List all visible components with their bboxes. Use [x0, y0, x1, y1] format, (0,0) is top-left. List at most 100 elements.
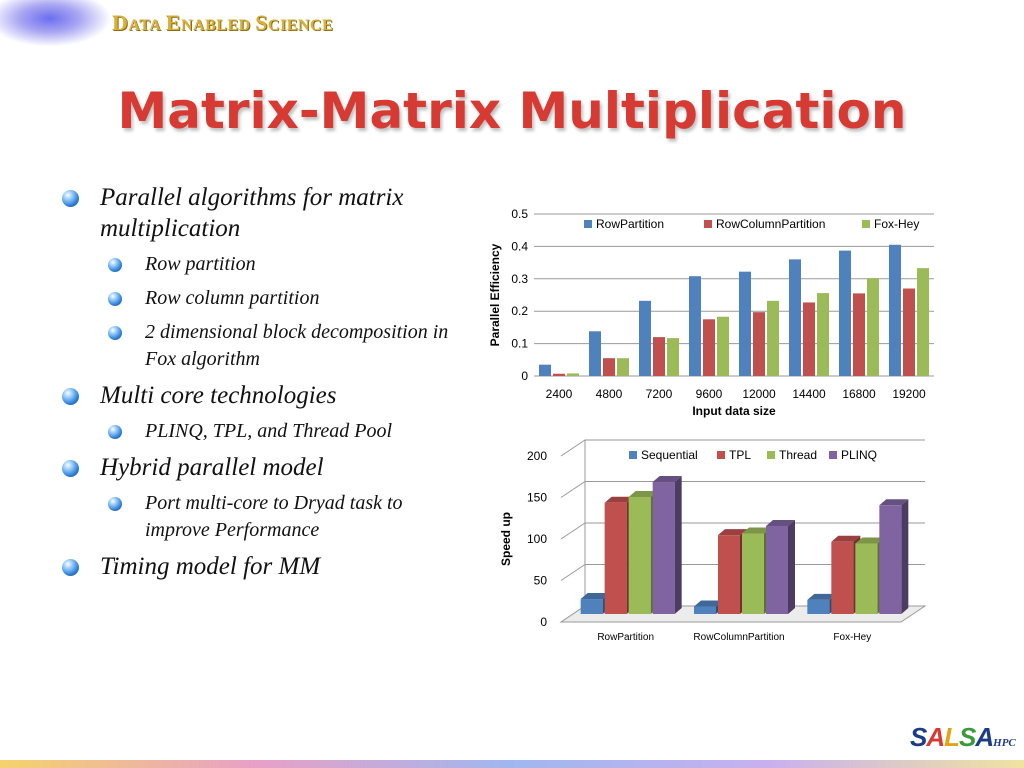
sub-bullet-item: Row column partition — [62, 285, 462, 312]
parallel-efficiency-chart: 0 0.1 0.2 0.3 0.4 0.5 2400 4800 7200 9600 12000 144… — [488, 207, 934, 418]
bullet-icon — [108, 258, 122, 272]
gridline — [560, 439, 925, 457]
bar-top — [694, 600, 723, 607]
brand-word-2: ENABLED — [165, 10, 251, 35]
x-tick-label: 7200 — [646, 387, 673, 401]
bar-side — [901, 499, 909, 614]
y-axis-title: Speed up — [499, 512, 513, 566]
bullet-text: Port multi-core to Dryad task to improve… — [145, 492, 403, 541]
bar — [767, 300, 779, 376]
bar-front — [855, 543, 878, 614]
bar-top — [807, 593, 837, 600]
y-tick-label: 150 — [527, 491, 547, 505]
salsa-hpc-logo: SALSAHPC — [910, 722, 1016, 753]
bar — [717, 316, 729, 376]
bullet-text: Parallel algorithms for matrix multiplic… — [100, 184, 404, 242]
x-axis-title: Input data size — [692, 404, 776, 418]
x-tick-label: 4800 — [596, 387, 623, 401]
bullet-icon — [62, 388, 79, 405]
bar-top — [879, 499, 909, 506]
bar-front — [879, 505, 902, 614]
bullet-item: Timing model for MM — [62, 551, 462, 582]
y-tick-label: 0.3 — [511, 272, 528, 286]
bullet-text: Timing model for MM — [100, 553, 321, 580]
bullet-icon — [108, 292, 122, 306]
legend-swatch — [717, 451, 725, 459]
y-tick-label: 100 — [527, 532, 547, 546]
bar — [652, 476, 682, 614]
y-tick-label: 0.2 — [511, 304, 528, 318]
y-tick-label: 0 — [540, 615, 547, 629]
legend-label: Sequential — [641, 448, 698, 462]
brand-word-3: SCIENCE — [255, 10, 334, 35]
bullet-icon — [62, 190, 79, 207]
bottom-gradient-bar — [0, 760, 1024, 768]
slide-title: Matrix-Matrix Multiplication — [117, 82, 907, 140]
bullet-text: Row column partition — [145, 287, 320, 309]
x-tick-label: 9600 — [696, 387, 723, 401]
bullet-icon — [108, 425, 122, 439]
bullet-icon — [62, 460, 79, 477]
bullet-text: Row partition — [145, 253, 256, 275]
y-tick-label: 50 — [534, 574, 548, 588]
y-axis-title: Parallel Efficiency — [488, 243, 502, 346]
bullet-icon — [108, 497, 122, 511]
bar — [853, 293, 865, 376]
bar — [653, 337, 665, 376]
bullet-icon — [108, 326, 122, 340]
bullet-text: Multi core technologies — [100, 382, 337, 409]
logo-text: SALSA — [910, 722, 994, 752]
legend-swatch — [629, 451, 637, 459]
bar — [917, 268, 929, 376]
bar — [639, 300, 651, 376]
bullet-icon — [62, 559, 79, 576]
legend-label: Thread — [779, 448, 817, 462]
bullet-item: Multi core technologies — [62, 380, 462, 411]
bar — [603, 358, 615, 376]
bullet-text: PLINQ, TPL, and Thread Pool — [145, 420, 393, 442]
bar — [766, 520, 795, 614]
sub-bullet-item: 2 dimensional block decomposition in Fox… — [62, 319, 462, 373]
bar-top — [742, 527, 771, 534]
legend-label: RowPartition — [596, 217, 664, 231]
bar-front — [694, 606, 716, 614]
legend-swatch — [704, 220, 712, 228]
y-tick-label: 200 — [527, 449, 547, 463]
bar-top — [580, 593, 610, 600]
legend-swatch — [862, 220, 870, 228]
bar — [689, 276, 701, 376]
bar-front — [628, 496, 651, 614]
bar — [539, 364, 551, 376]
legend-label: TPL — [729, 448, 751, 462]
bullet-item: Parallel algorithms for matrix multiplic… — [62, 182, 462, 244]
bullet-list: Parallel algorithms for matrix multiplic… — [62, 182, 462, 589]
sub-bullet-item: Port multi-core to Dryad task to improve… — [62, 490, 462, 544]
bar-front — [604, 502, 627, 614]
bar — [867, 278, 879, 376]
bar-top — [604, 496, 634, 503]
gridline — [560, 522, 925, 540]
bar — [703, 319, 715, 376]
legend-label: RowColumnPartition — [716, 217, 825, 231]
bar-front — [766, 526, 788, 614]
x-tick-label: RowColumnPartition — [693, 632, 784, 643]
speed-up-chart: 0 50 100 150 200 RowPartition RowColumnPartiti… — [499, 439, 927, 643]
bar-front — [652, 482, 675, 614]
gridline — [560, 481, 925, 498]
legend-swatch — [584, 220, 592, 228]
legend-swatch — [829, 451, 837, 459]
legend-label: Fox-Hey — [874, 217, 919, 231]
bar-side — [674, 476, 682, 614]
logo-suffix: HPC — [993, 737, 1016, 749]
brand-header: DATA ENABLED SCIENCE — [112, 10, 333, 36]
legend-swatch — [767, 451, 775, 459]
bar — [839, 250, 851, 376]
bar-top — [766, 520, 795, 527]
x-tick-label: 19200 — [892, 387, 926, 401]
bar-front — [580, 599, 603, 614]
corner-glow-decoration — [0, 0, 110, 46]
y-tick-label: 0.4 — [511, 239, 528, 253]
bar-top — [718, 529, 747, 536]
bar — [567, 373, 579, 376]
x-tick-label: 16800 — [842, 387, 876, 401]
